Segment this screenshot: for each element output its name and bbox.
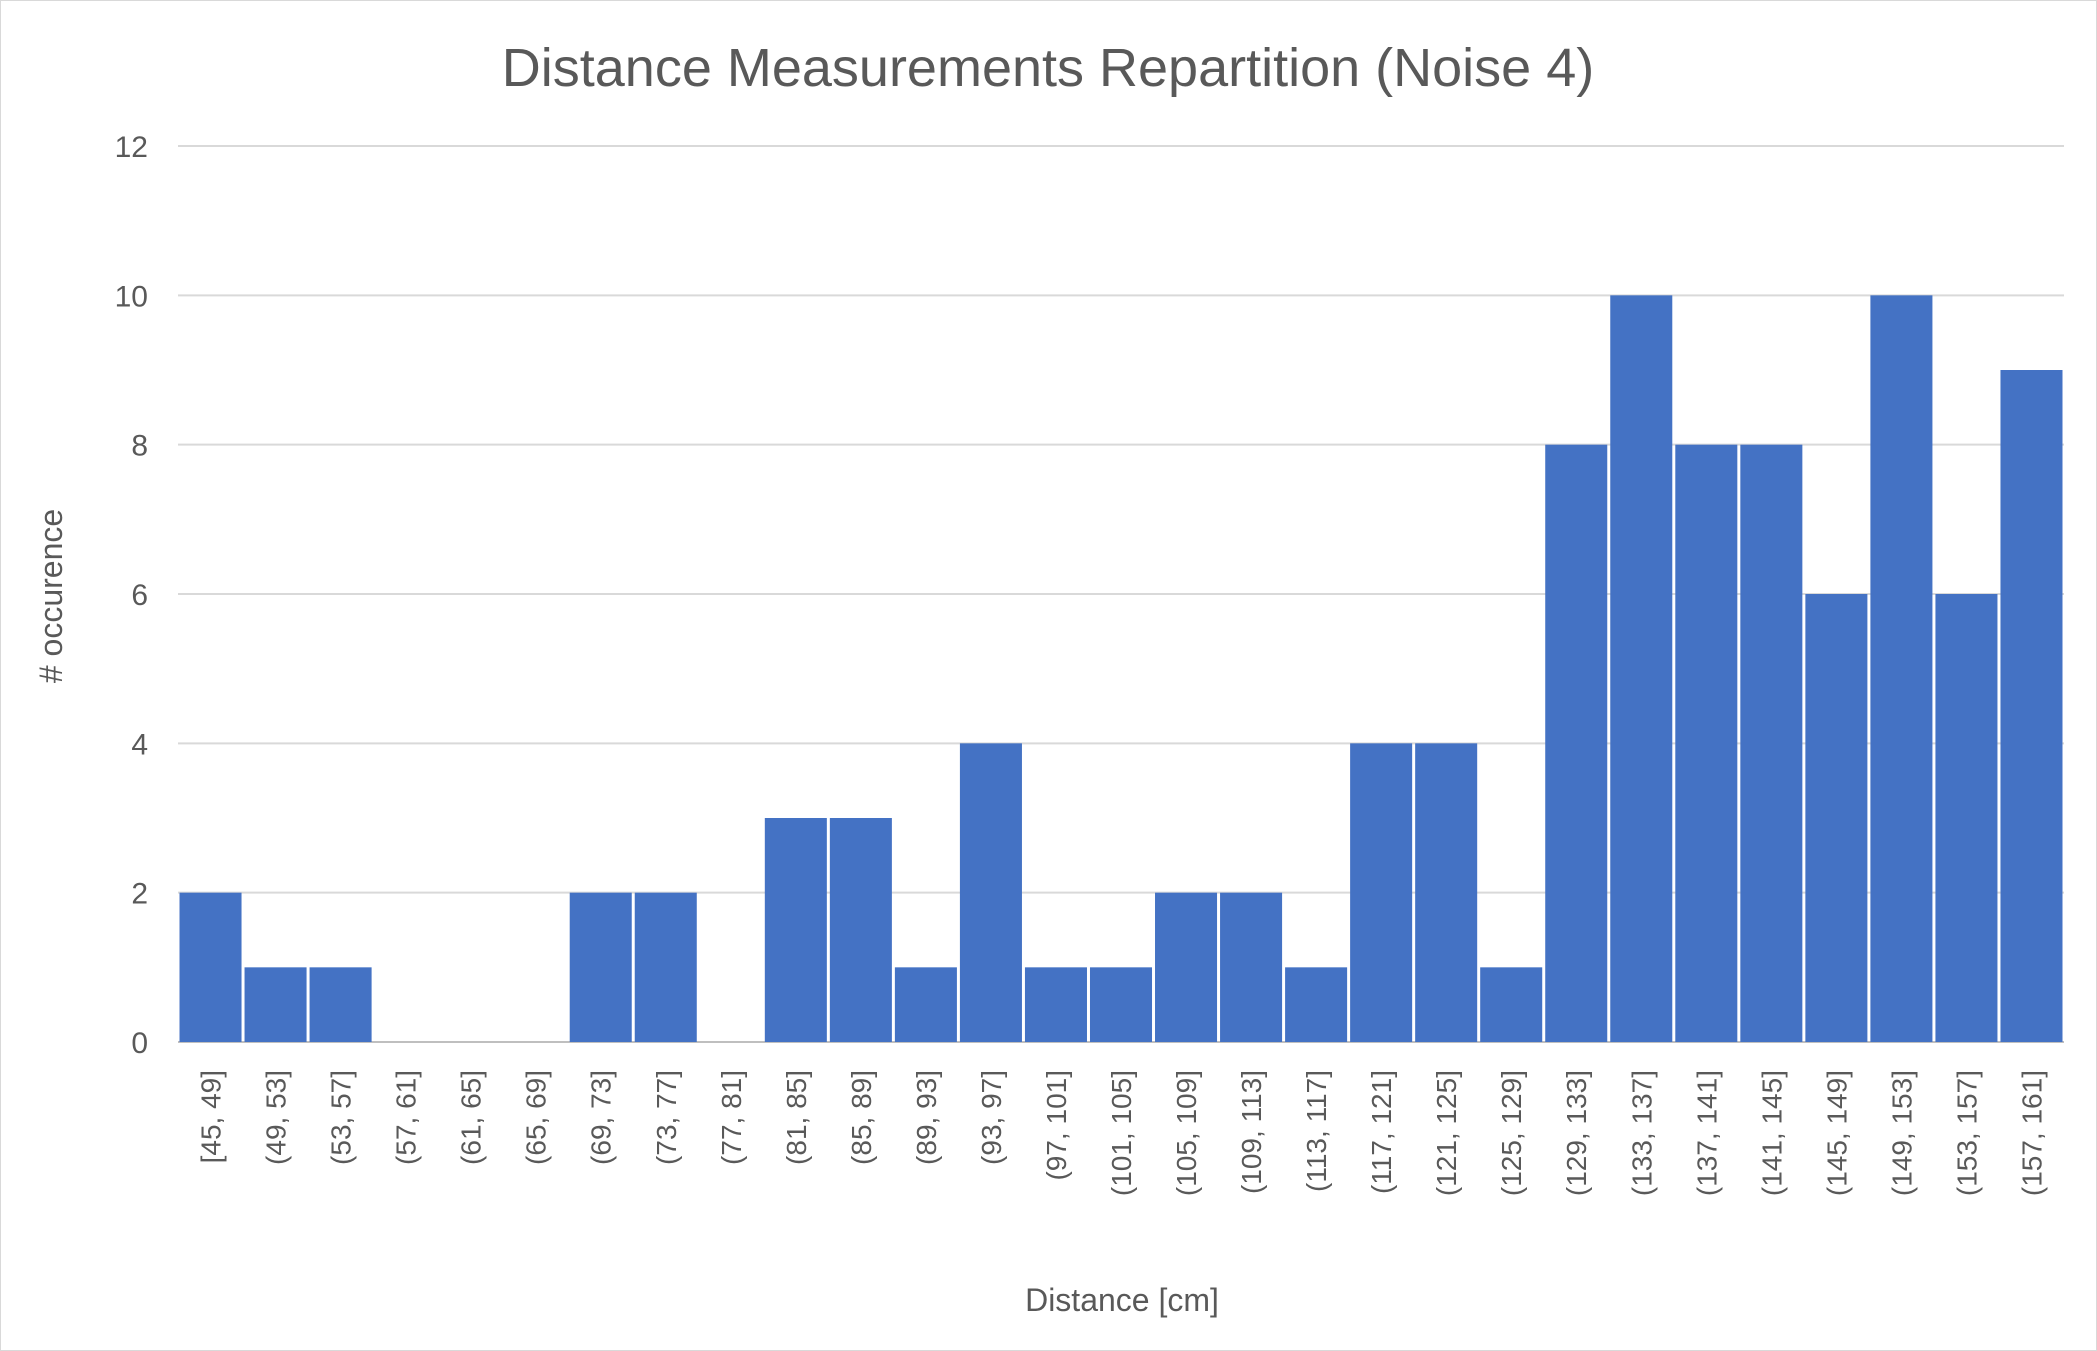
x-tick-label: (89, 93] [911,1070,942,1165]
bar [634,892,697,1042]
bar [1350,743,1413,1042]
x-tick-label: (121, 125] [1431,1070,1462,1196]
x-tick-label: (49, 53] [261,1070,292,1165]
x-tick-label: (109, 113] [1236,1070,1267,1194]
x-tick-label: (129, 133] [1561,1070,1592,1196]
x-tick-label: (157, 161] [2016,1070,2047,1196]
x-tick-label: (65, 69] [521,1070,552,1165]
x-tick-label: (57, 61] [391,1070,422,1165]
x-tick-label: (137, 141] [1691,1070,1722,1196]
bar [1415,743,1478,1042]
x-tick-label: (97, 101] [1041,1070,1072,1181]
bar [959,743,1022,1042]
y-tick-label: 8 [131,430,148,463]
bar [764,818,827,1042]
bar [179,892,242,1042]
bar [1285,967,1348,1042]
bar [894,967,957,1042]
bar [1805,594,1868,1042]
chart-title: Distance Measurements Repartition (Noise… [502,38,1594,98]
x-tick-label: (73, 77] [651,1070,682,1165]
bar [1155,892,1218,1042]
y-tick-label: 12 [115,131,148,164]
bar [1675,444,1738,1043]
x-tick-label: [45, 49] [196,1070,227,1163]
x-tick-label: (153, 157] [1951,1070,1982,1196]
x-tick-label: (77, 81] [716,1070,747,1165]
x-tick-label: (149, 153] [1886,1070,1917,1196]
x-tick-label: (61, 65] [456,1070,487,1165]
bar [1740,444,1803,1043]
x-tick-label: (93, 97] [976,1070,1007,1165]
bar [1610,295,1673,1042]
bar [1220,892,1283,1042]
x-tick-label: (133, 137] [1626,1070,1657,1196]
y-tick-label: 6 [131,579,148,612]
x-axis-title: Distance [cm] [1025,1282,1219,1318]
x-tick-label: (69, 73] [586,1070,617,1165]
x-tick-label: (145, 149] [1821,1070,1852,1196]
bar [1089,967,1153,1042]
bar [829,818,892,1042]
x-tick-label: (81, 85] [781,1070,812,1165]
x-tick-label: (53, 57] [326,1070,357,1165]
bars [179,295,2063,1043]
bar [1480,967,1543,1042]
y-tick-label: 10 [115,280,148,313]
y-tick-label: 2 [131,878,148,911]
bar [2000,370,2063,1042]
x-tick-label: (117, 121] [1366,1070,1397,1194]
bar [1935,594,1998,1042]
x-tick-label: (141, 145] [1756,1070,1787,1196]
y-tick-label: 4 [131,728,148,761]
y-tick-labels: 0 2 4 6 8 10 12 [115,131,148,1060]
bar [309,967,372,1042]
bar [1545,444,1608,1043]
x-tick-label: (105, 109] [1171,1070,1202,1196]
bar [569,892,632,1042]
x-tick-label: (85, 89] [846,1070,877,1165]
x-tick-label: (101, 105] [1106,1070,1137,1196]
y-axis-title: # occurence [33,509,69,683]
x-tick-label: (113, 117] [1301,1070,1332,1192]
bar [244,967,307,1042]
x-tick-label: (125, 129] [1496,1070,1527,1196]
bar [1024,967,1087,1042]
x-tick-labels: [45, 49] (49, 53] (53, 57] (57, 61] (61, 65]… [196,1070,2048,1196]
y-tick-label: 0 [131,1027,148,1060]
bar [1870,295,1933,1042]
